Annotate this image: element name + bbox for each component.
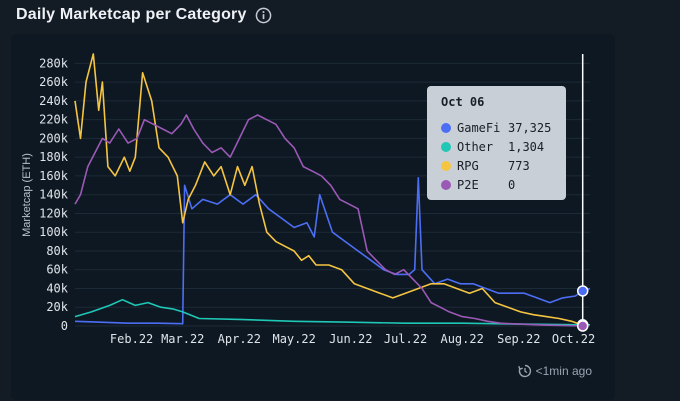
series-line-gamefi xyxy=(74,177,591,325)
y-tick-label: 0 xyxy=(61,319,68,333)
series-line-rpg xyxy=(74,53,583,327)
tooltip-series-value: 1,304 xyxy=(508,139,545,154)
y-tick-label: 100k xyxy=(39,225,69,239)
y-tick-label: 200k xyxy=(39,131,69,145)
rpg-legend-dot xyxy=(441,160,451,171)
x-tick-label: Feb.22 xyxy=(110,332,153,346)
x-tick-label: Jul.22 xyxy=(384,332,427,346)
refresh-clock-icon xyxy=(517,364,531,378)
tooltip-series-name: P2E xyxy=(457,177,479,192)
tooltip-series-name: RPG xyxy=(457,158,479,173)
series-line-other xyxy=(74,298,590,326)
x-tick-label: Apr.22 xyxy=(218,332,261,346)
title-row: Daily Marketcap per Category xyxy=(16,6,272,24)
y-tick-label: 260k xyxy=(39,75,69,89)
hover-point-p2e xyxy=(576,320,589,332)
y-tick-label: 60k xyxy=(46,263,68,277)
tooltip-date: Oct 06 xyxy=(441,95,485,109)
updated-time: <1min ago xyxy=(535,364,592,378)
y-tick-label: 160k xyxy=(39,169,69,183)
other-legend-dot xyxy=(441,141,451,152)
y-tick-label: 180k xyxy=(39,150,69,164)
x-tick-label: May.22 xyxy=(272,332,315,346)
tooltip-row-rpg: RPG 773 xyxy=(441,156,566,175)
tooltip-row-p2e: P2E 0 xyxy=(441,175,566,194)
x-tick-label: Aug.22 xyxy=(440,332,483,346)
p2e-legend-dot xyxy=(441,179,451,190)
x-tick-label: Oct.22 xyxy=(552,332,595,346)
tooltip-series-value: 37,325 xyxy=(508,120,552,135)
tooltip-series-value: 773 xyxy=(508,158,530,173)
x-tick-label: Mar.22 xyxy=(161,332,204,346)
tooltip-series-value: 0 xyxy=(508,177,516,192)
gamefi-legend-dot xyxy=(441,122,451,133)
y-tick-label: 40k xyxy=(46,281,68,295)
refresh-status[interactable]: <1min ago xyxy=(517,364,592,378)
y-axis-label: Marketcap (ETH) xyxy=(21,153,33,237)
tooltip-row-other: Other 1,304 xyxy=(441,137,566,156)
y-tick-label: 80k xyxy=(46,244,68,258)
y-tick-label: 120k xyxy=(39,206,69,220)
y-tick-label: 20k xyxy=(46,300,68,314)
chart-tooltip: Oct 06 GameFi 37,325 Other 1,304 RPG 773… xyxy=(427,86,566,200)
info-icon[interactable] xyxy=(255,7,272,24)
x-tick-label: Sep.22 xyxy=(497,332,540,346)
y-tick-label: 240k xyxy=(39,94,69,108)
series-line-p2e xyxy=(74,114,583,327)
tooltip-series-name: Other xyxy=(457,139,494,154)
hover-point-gamefi xyxy=(576,285,589,297)
y-tick-label: 220k xyxy=(39,113,69,127)
chart-title: Daily Marketcap per Category xyxy=(16,6,247,23)
tooltip-series-name: GameFi xyxy=(457,120,501,135)
y-tick-label: 140k xyxy=(39,188,69,202)
y-tick-label: 280k xyxy=(39,56,69,70)
tooltip-row-gamefi: GameFi 37,325 xyxy=(441,118,566,137)
x-tick-label: Jun.22 xyxy=(329,332,372,346)
